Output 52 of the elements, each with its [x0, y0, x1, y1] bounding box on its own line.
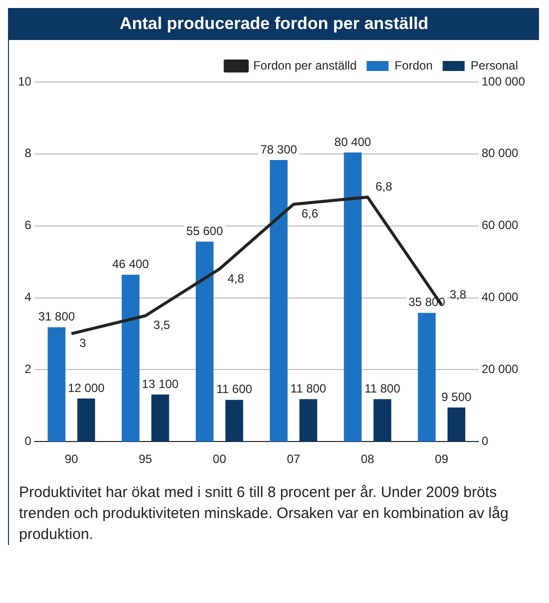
data-label: 31 800	[38, 310, 76, 324]
bar	[122, 274, 140, 442]
legend-label: Fordon	[394, 58, 433, 72]
bar	[225, 400, 244, 442]
bar	[299, 399, 318, 442]
bar	[196, 242, 214, 442]
data-label: 11 800	[290, 381, 327, 396]
bar	[48, 327, 66, 442]
legend-label: Personal	[470, 58, 518, 72]
x-tick-label: 90	[64, 452, 78, 466]
x-tick-label: 08	[360, 452, 375, 466]
bar	[344, 152, 362, 442]
x-tick-label: 09	[434, 452, 449, 466]
bar	[151, 394, 170, 442]
y-tick-label: 6	[24, 218, 32, 232]
y2-tick-label: 100 000	[482, 74, 526, 88]
x-tick-label: 07	[286, 452, 300, 466]
text: Produktivitet har ökat med i snitt 6 till 8 procent per år. Under 2009 bröts trenden och produktiviteten minskade. Orsaken var en kombination av låg produktion.	[19, 483, 510, 545]
bar	[418, 312, 436, 442]
data-label: 4,8	[227, 271, 244, 286]
bar	[448, 407, 466, 442]
data-label: 78 300	[260, 142, 298, 156]
data-label: 3,5	[153, 318, 170, 332]
data-label: 3	[79, 336, 86, 350]
data-label: 3,8	[450, 287, 467, 302]
x-tick-label: 00	[212, 452, 226, 466]
y-tick-label: 0	[24, 434, 32, 448]
y-tick-label: 10	[18, 74, 32, 88]
y2-tick-label: 20 000	[482, 362, 519, 376]
data-label: 12 000	[68, 380, 105, 395]
data-label: 11 800	[364, 381, 401, 396]
y2-tick-label: 0	[482, 434, 489, 448]
data-label: 55 600	[186, 224, 224, 238]
bar	[270, 160, 288, 442]
chart-title: Antal producerade fordon per anställd	[9, 8, 539, 40]
y2-tick-label: 40 000	[482, 290, 519, 304]
data-label: 80 400	[334, 134, 372, 149]
y-tick-label: 8	[24, 146, 32, 160]
bar	[77, 398, 96, 442]
y2-tick-label: 60 000	[482, 218, 519, 232]
legend-label: Fordon per anställd	[253, 58, 357, 72]
bar	[373, 399, 392, 442]
y2-tick-label: 80 000	[482, 146, 519, 160]
data-label: 13 100	[142, 376, 179, 391]
x-tick-label: 95	[138, 452, 152, 466]
data-label: 11 600	[216, 382, 253, 396]
y-tick-label: 4	[24, 290, 32, 304]
data-label: 9 500	[441, 390, 472, 404]
y-tick-label: 2	[24, 362, 32, 376]
data-label: 46 400	[112, 257, 150, 272]
data-label: 6,6	[302, 206, 319, 221]
data-label: 6,8	[376, 179, 393, 194]
